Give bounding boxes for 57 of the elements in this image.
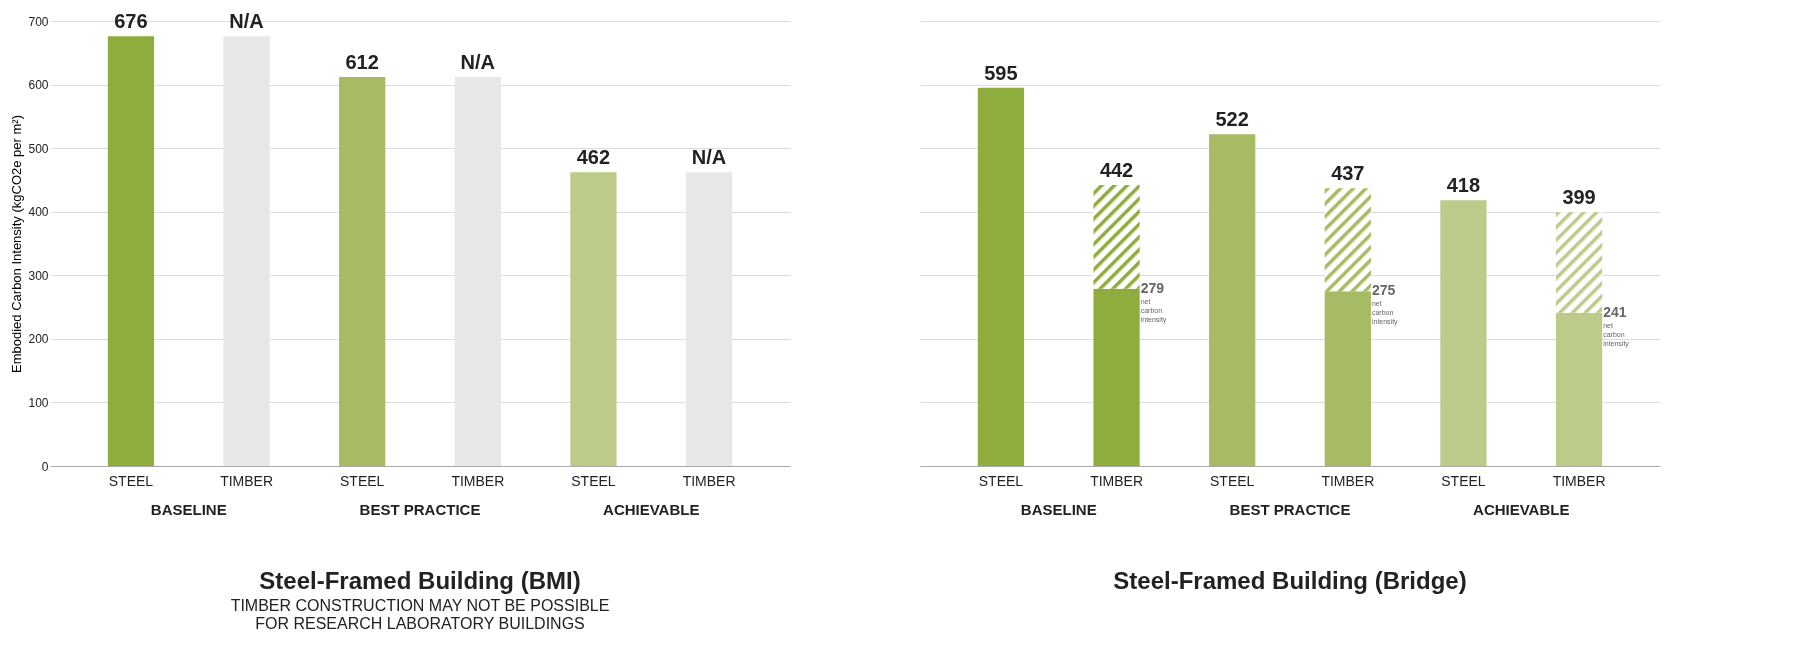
y-tick-label: 500 <box>28 141 49 156</box>
text: Steel-Framed Building (BMI) <box>259 567 581 594</box>
data-label: 418 <box>1446 174 1481 197</box>
x-tick-label: TIMBER <box>220 472 274 489</box>
text: BEST PRACTICE <box>1229 501 1351 518</box>
data-label: 462 <box>576 146 611 169</box>
x-tick-label: TIMBER <box>682 472 736 489</box>
x-tick-label: STEEL <box>571 472 616 489</box>
bar <box>977 87 1025 466</box>
y-axis-title: Embodied Carbon Intensity (kgCO2e per m²) <box>9 115 25 373</box>
text: BASELINE <box>150 501 227 518</box>
annotation: 241 <box>1603 303 1627 320</box>
bar <box>1209 134 1256 466</box>
data-label: N/A <box>460 50 496 73</box>
text: TIMBER CONSTRUCTION MAY NOT BE POSSIBLE FOR RESEARCH LABORATORY BUILDINGS <box>230 597 610 632</box>
y-tick-label: 600 <box>28 78 49 93</box>
bar <box>1555 312 1603 466</box>
bar <box>1093 288 1140 466</box>
total-label: 437 <box>1331 162 1365 185</box>
bar <box>1440 200 1487 466</box>
x-tick-label: STEEL <box>1210 472 1255 489</box>
y-tick-label: 200 <box>28 332 49 347</box>
x-tick-label: TIMBER <box>451 472 505 489</box>
text: Steel-Framed Building (Bridge) <box>1113 567 1467 594</box>
bar <box>107 36 155 466</box>
annotation: 275 <box>1371 282 1396 299</box>
y-tick-label: 400 <box>28 205 49 220</box>
total-label: 399 <box>1562 186 1596 209</box>
data-label: 676 <box>114 10 148 33</box>
bar <box>339 76 386 466</box>
text: BASELINE <box>1020 501 1097 518</box>
text: ACHIEVABLE <box>603 501 700 518</box>
y-tick-label: 0 <box>41 459 49 474</box>
data-label: N/A <box>229 10 264 33</box>
y-tick-label: 300 <box>28 268 49 283</box>
bar <box>570 172 617 466</box>
x-tick-label: STEEL <box>978 472 1024 489</box>
data-label: 612 <box>345 50 379 73</box>
annotation: 279 <box>1140 279 1165 296</box>
bar <box>1324 291 1371 466</box>
bar <box>1555 212 1603 313</box>
x-tick-label: TIMBER <box>1552 472 1606 489</box>
x-tick-label: STEEL <box>108 472 154 489</box>
text: ACHIEVABLE <box>1473 501 1570 518</box>
text: BEST PRACTICE <box>359 501 481 518</box>
data-label: 522 <box>1215 108 1249 131</box>
total-label: 442 <box>1099 159 1134 182</box>
x-tick-label: STEEL <box>340 472 385 489</box>
y-tick-label: 700 <box>28 14 49 29</box>
bar <box>1324 188 1371 292</box>
data-label: N/A <box>691 146 727 169</box>
x-tick-label: TIMBER <box>1321 472 1375 489</box>
x-tick-label: STEEL <box>1441 472 1486 489</box>
data-label: 595 <box>984 61 1018 84</box>
y-tick-label: 100 <box>28 395 49 410</box>
bar <box>1093 185 1140 289</box>
x-tick-label: TIMBER <box>1090 472 1144 489</box>
